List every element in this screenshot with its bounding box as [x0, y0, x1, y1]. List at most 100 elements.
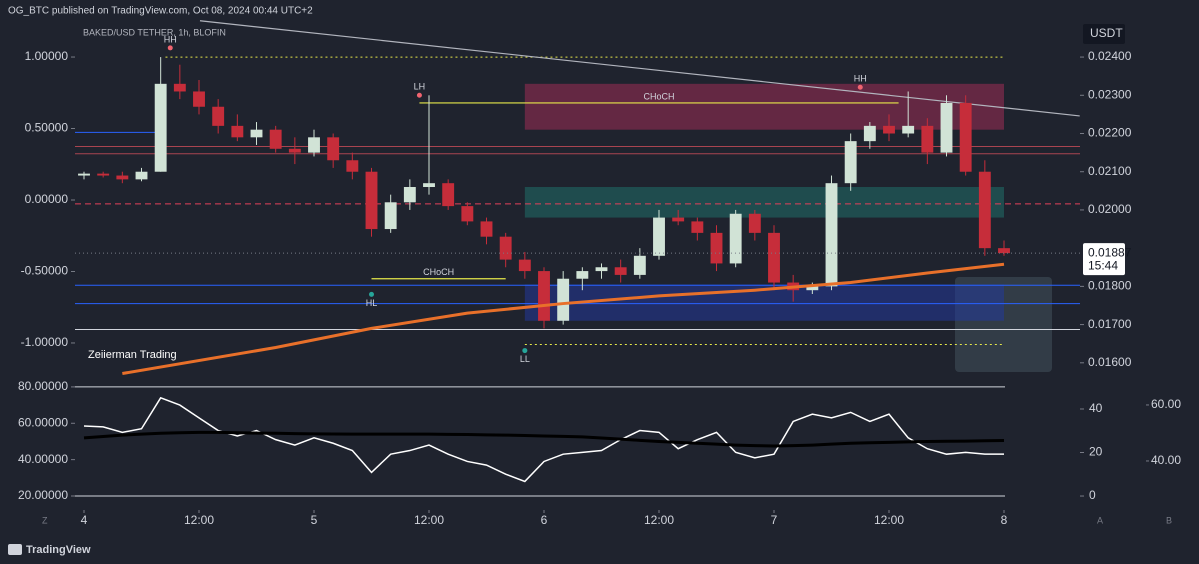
last-price: 0.01887	[1088, 245, 1132, 259]
y2-tick-label: -0.50000	[21, 264, 69, 278]
candle-body	[902, 125, 915, 134]
last-price-box	[1083, 243, 1125, 276]
currency: USDT	[1090, 26, 1123, 40]
pivot-dot	[416, 92, 422, 98]
pivot-label: HH	[164, 34, 177, 44]
watermark: Zeiierman Trading	[88, 349, 177, 361]
candle-body	[978, 171, 991, 249]
y2-tick-label: 0.50000	[25, 121, 69, 135]
candle-body	[538, 271, 550, 321]
candle-body	[288, 148, 301, 153]
y-tick-label: 0.02400	[1088, 49, 1132, 63]
candle-body	[308, 137, 320, 153]
pivot-dot	[522, 348, 528, 354]
candle-body	[633, 255, 646, 275]
candle-body	[499, 236, 512, 260]
candle-body	[844, 141, 857, 184]
pivot-dot	[369, 291, 375, 297]
countdown: 15:44	[1088, 258, 1118, 272]
candle-body	[768, 232, 780, 283]
candle-body	[825, 183, 838, 287]
y2-tick-label: 40	[1089, 401, 1103, 415]
oscillator-line	[83, 396, 1004, 483]
candle-body	[653, 217, 665, 256]
candle-body	[365, 171, 378, 230]
y-tick-label: 80.00000	[18, 379, 68, 393]
x-tick-label: 12:00	[414, 513, 444, 527]
candle-body	[78, 173, 90, 176]
footer: TradingView	[26, 544, 91, 556]
candle-body	[231, 125, 244, 138]
scale-button: B	[1166, 515, 1172, 525]
pivot-dot	[857, 84, 863, 90]
x-tick-label: 12:00	[644, 513, 674, 527]
oscillator-line	[83, 430, 1005, 448]
candle-body	[212, 106, 225, 126]
x-tick-label: 5	[311, 513, 318, 527]
candle-body	[710, 232, 723, 264]
scale-button: A	[1097, 515, 1103, 525]
y3-tick-label: 40.00	[1151, 453, 1181, 467]
candle-body	[998, 248, 1010, 254]
candle-body	[940, 102, 953, 153]
candle-body	[135, 171, 148, 180]
x-tick-label: 8	[1001, 513, 1008, 527]
candle-body	[442, 183, 455, 207]
candle-body	[480, 221, 493, 237]
candle-body	[346, 160, 359, 172]
y-tick-label: 0.01700	[1088, 317, 1132, 331]
candle-body	[576, 271, 589, 279]
pivot-label: LH	[414, 82, 426, 92]
pivot-dot	[167, 45, 173, 51]
y-tick-label: 0.02200	[1088, 126, 1132, 140]
candle-body	[154, 83, 167, 172]
scale-button: Z	[42, 515, 48, 525]
candle-body	[461, 206, 474, 222]
y2-tick-label: 1.00000	[25, 49, 69, 63]
pivot-label: HL	[366, 298, 378, 308]
y2-tick-label: 0	[1089, 488, 1096, 502]
header: OG_BTC published on TradingView.com, Oct…	[8, 6, 313, 17]
y-tick-label: 20.00000	[18, 488, 68, 502]
candle-body	[193, 91, 205, 107]
y-tick-label: 0.01800	[1088, 279, 1132, 293]
candle-body	[116, 175, 129, 180]
candle-body	[595, 267, 608, 272]
candle-body	[97, 173, 110, 176]
candle-body	[250, 129, 263, 138]
zone	[524, 187, 1005, 218]
candle-body	[748, 213, 761, 233]
zone	[524, 83, 1005, 130]
candle-body	[883, 125, 895, 134]
candle-body	[269, 129, 282, 149]
x-tick-label: 12:00	[874, 513, 904, 527]
currency-box	[1083, 24, 1125, 44]
candle-body	[518, 259, 531, 272]
candle-body	[327, 137, 340, 161]
x-tick-label: 6	[541, 513, 548, 527]
y-tick-label: 60.00000	[18, 415, 68, 429]
choch-label: CHoCH	[643, 91, 674, 101]
candle-body	[959, 102, 972, 172]
candle-body	[173, 83, 186, 92]
y-tick-label: 40.00000	[18, 452, 68, 466]
trendline	[199, 20, 1080, 117]
candle-body	[423, 183, 435, 188]
choch-label: CHoCH	[423, 267, 454, 277]
candle-body	[403, 187, 416, 203]
y2-tick-label: 0.00000	[25, 192, 69, 206]
candle-body	[691, 221, 704, 233]
candle-body	[863, 125, 876, 142]
candle-body	[806, 286, 819, 291]
y3-tick-label: 60.00	[1151, 397, 1181, 411]
candle-body	[672, 217, 685, 222]
x-tick-label: 12:00	[184, 513, 214, 527]
y2-tick-label: 20	[1089, 445, 1103, 459]
y-tick-label: 0.01600	[1088, 355, 1132, 369]
moving-average	[122, 262, 1005, 375]
candle-body	[921, 125, 934, 153]
logo	[8, 544, 22, 555]
x-tick-label: 7	[771, 513, 778, 527]
candle-body	[614, 267, 627, 275]
